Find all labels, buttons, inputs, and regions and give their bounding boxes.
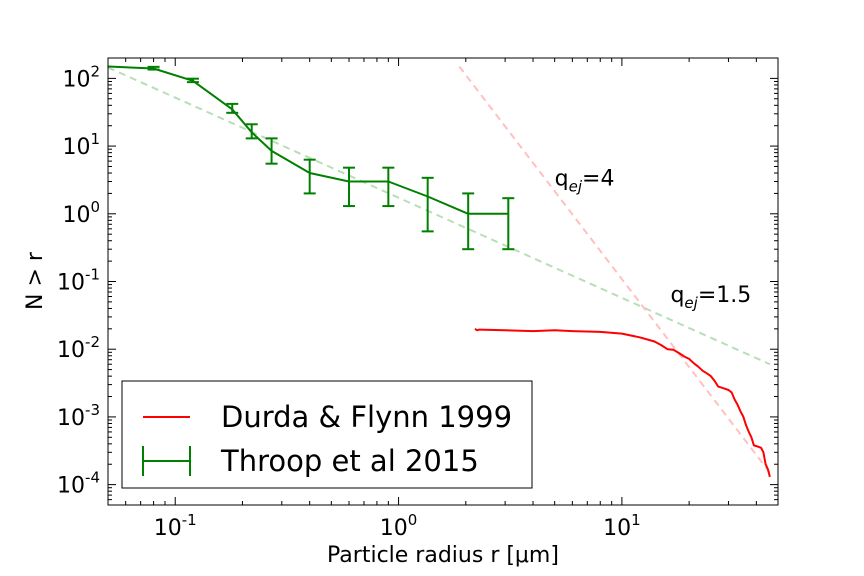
fit-line-2 [107, 66, 771, 366]
plot-frame [107, 57, 779, 506]
annotation-1: qej=1.5 [670, 283, 751, 312]
y-tick-label: 101 [62, 130, 100, 160]
y-axis-label: N > r [23, 251, 48, 310]
legend-label-durda: Durda & Flynn 1999 [221, 400, 512, 434]
y-tick-label: 10-1 [57, 266, 100, 296]
series-line-durda [474, 327, 771, 478]
annotation-0: qej=4 [555, 167, 615, 196]
fit-line-3 [458, 65, 771, 474]
x-tick-label: 100 [380, 511, 418, 541]
y-tick-label: 102 [62, 62, 100, 92]
ticks [107, 57, 779, 506]
x-axis-label: Particle radius r [μm] [327, 543, 559, 568]
y-tick-label: 10-3 [57, 401, 100, 431]
legend: Durda & Flynn 1999 Throop et al 2015 [121, 380, 533, 489]
x-tick-label: 101 [603, 511, 641, 541]
annotations: qej=4 qej=1.5 [555, 167, 752, 312]
x-tick-label: 10-1 [154, 511, 197, 541]
series-layer [107, 65, 771, 478]
y-tick-label: 100 [62, 198, 100, 228]
fit-lines [107, 65, 771, 474]
legend-label-throop: Throop et al 2015 [220, 444, 479, 478]
y-tick-label: 10-2 [57, 333, 100, 363]
series-line-throop [107, 65, 509, 215]
y-tick-label: 10-4 [57, 469, 100, 499]
tick-labels: 10-1 100 101 10-4 10-3 10-2 10-1 100 101 102 [57, 62, 641, 541]
